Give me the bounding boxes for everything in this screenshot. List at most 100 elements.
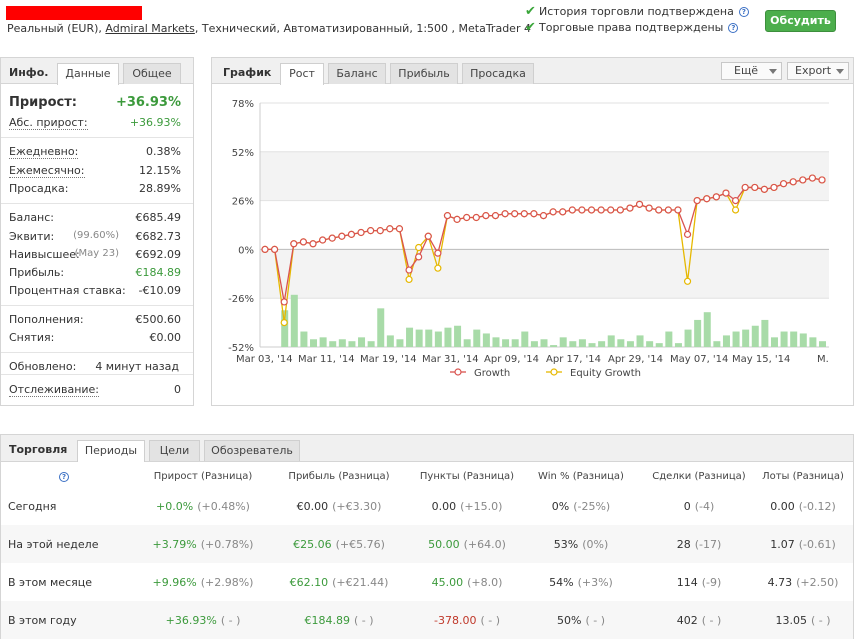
- tab-periods[interactable]: Периоды: [77, 440, 145, 462]
- y-tick-label: 0%: [238, 245, 254, 256]
- volume-bar: [819, 341, 826, 347]
- table-cell: €62.10 (+€21.44): [269, 576, 409, 589]
- growth-point: [338, 232, 346, 240]
- divider: [1, 137, 193, 138]
- growth-point: [520, 210, 528, 218]
- growth-point: [539, 212, 548, 220]
- growth-point: [357, 228, 365, 237]
- growth-point: [731, 196, 740, 205]
- growth-point: [443, 212, 452, 220]
- growth-point: [683, 230, 692, 238]
- tab-browser[interactable]: Обозреватель: [204, 440, 300, 461]
- chart-band: [260, 151, 829, 201]
- growth-point: [482, 212, 490, 220]
- growth-point: [319, 236, 327, 244]
- growth-point: [703, 195, 711, 203]
- row-label: На этой неделе: [8, 538, 99, 551]
- info-label: Процентная ставка:: [9, 284, 126, 297]
- tab-goals[interactable]: Цели: [149, 440, 200, 461]
- tab-profit[interactable]: Прибыль: [390, 63, 458, 84]
- growth-point: [395, 225, 404, 233]
- cell-diff: ( - ): [701, 614, 722, 627]
- volume-bar: [732, 331, 740, 347]
- cell-diff: ( - ): [810, 614, 831, 627]
- cell-diff: ( - ): [353, 614, 374, 627]
- info-panel: Инфо. Данные Общее Прирост: +36.93% Абс. п…: [0, 57, 194, 406]
- tab-balance[interactable]: Баланс: [328, 63, 386, 84]
- volume-bar: [770, 337, 778, 347]
- chart-band: [260, 249, 829, 299]
- x-tick-label: May 15, '14: [732, 354, 790, 365]
- growth-point: [309, 240, 317, 248]
- cell-diff: (-0.61): [798, 538, 836, 551]
- info-label: Обновлено:: [9, 360, 77, 373]
- info-value: 4 минут назад: [95, 360, 179, 373]
- growth-point: [722, 189, 730, 197]
- tab-drawdown[interactable]: Просадка: [462, 63, 534, 84]
- growth-point: [568, 206, 576, 214]
- tab-general[interactable]: Общее: [123, 63, 181, 84]
- growth-point: [376, 227, 384, 235]
- column-header: Сделки (Разница): [652, 471, 746, 482]
- growth-point: [347, 230, 356, 238]
- growth-point: [328, 234, 336, 242]
- info-value: +36.93%: [129, 116, 181, 129]
- tab-data[interactable]: Данные: [57, 63, 119, 85]
- volume-bar: [703, 312, 711, 347]
- help-icon[interactable]: ?: [738, 6, 749, 17]
- discuss-button[interactable]: Обсудить: [765, 10, 836, 32]
- info-row: Пополнения: €500.60: [9, 313, 181, 329]
- cell-diff: (+€21.44): [332, 576, 389, 589]
- growth-chart: 78% 52% 26% 0% -26% -52%Mar 03, '14 Mar 11, '1…: [228, 99, 829, 379]
- info-label: Прибыль:: [9, 266, 65, 279]
- table-cell: 53% (0%): [511, 538, 651, 551]
- volume-bar: [607, 335, 615, 347]
- help-icon[interactable]: ?: [728, 22, 739, 33]
- chart-title: График: [223, 66, 272, 79]
- growth-point: [799, 176, 807, 184]
- y-tick-label: -26%: [228, 294, 254, 305]
- help-icon[interactable]: ?: [59, 472, 69, 482]
- cell-value: +36.93%: [165, 614, 217, 627]
- info-note: (99.60%): [73, 230, 119, 241]
- growth-point: [367, 227, 375, 235]
- x-tick-label: May 07, '14: [670, 354, 728, 365]
- cell-diff: (-0.12): [798, 500, 836, 513]
- volume-bar: [281, 310, 289, 347]
- volume-bar: [799, 333, 807, 347]
- table-cell: €25.06 (+€5.76): [269, 538, 409, 551]
- growth-point: [808, 174, 816, 182]
- info-row: Ежемесячно: 12.15%: [9, 164, 181, 180]
- cell-diff: (+2.50): [796, 576, 839, 589]
- growth-point: [818, 176, 826, 184]
- volume-bar: [722, 335, 730, 347]
- account-details: , Технический, Автоматизированный, 1:500…: [194, 22, 531, 35]
- check-icon: ✔: [525, 20, 536, 35]
- cell-value: 54%: [549, 576, 574, 589]
- x-tick-label: Apr 09, '14: [484, 354, 539, 365]
- info-value: -€10.09: [138, 284, 181, 297]
- info-title: Инфо.: [9, 66, 49, 79]
- cell-value: +3.79%: [152, 538, 197, 551]
- info-label[interactable]: Отслеживание:: [9, 383, 100, 397]
- check-icon: ✔: [525, 4, 536, 19]
- volume-bar: [290, 294, 298, 347]
- more-dropdown[interactable]: Ещё: [721, 62, 782, 80]
- cell-diff: (+0.78%): [200, 538, 254, 551]
- volume-bar: [396, 339, 404, 347]
- growth-point: [261, 245, 269, 253]
- growth-point: [655, 206, 663, 214]
- growth-point: [664, 206, 672, 214]
- tab-growth[interactable]: Рост: [280, 63, 324, 85]
- table-cell: 28 (-17): [629, 538, 769, 551]
- cell-value: 50.00: [428, 538, 460, 551]
- info-row: Наивысшее: (May 23) €692.09: [9, 248, 181, 264]
- broker-link[interactable]: Admiral Markets: [105, 22, 195, 35]
- volume-bar: [617, 339, 625, 347]
- export-dropdown[interactable]: Export: [787, 62, 849, 80]
- trading-panel: Торговля Периоды Цели Обозреватель ? При…: [0, 434, 854, 639]
- info-value: €184.89: [135, 266, 182, 279]
- growth-point: [770, 183, 778, 192]
- info-row: Ежедневно: 0.38%: [9, 145, 181, 161]
- table-cell: 114 (-9): [629, 576, 769, 589]
